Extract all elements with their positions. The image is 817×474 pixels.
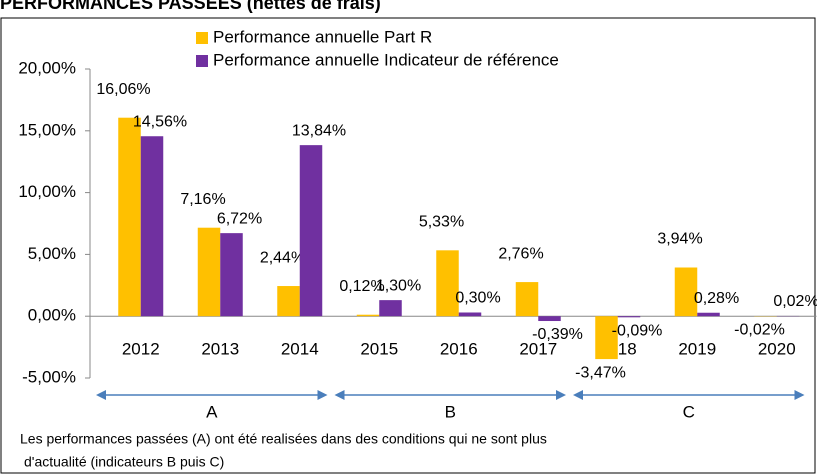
data-label: -0,09% — [612, 323, 663, 340]
footnote: d'actualité (indicateurs B puis C) — [24, 454, 224, 470]
bar — [197, 227, 221, 317]
bar — [379, 300, 402, 317]
bar — [515, 282, 539, 317]
frame — [0, 17, 816, 474]
data-label: 13,84% — [292, 122, 346, 139]
x-tick-label: 2015 — [360, 339, 398, 358]
data-label: 3,94% — [657, 231, 702, 248]
bar — [118, 117, 141, 317]
x-tick-label: 2017 — [519, 339, 557, 358]
period-label: B — [445, 402, 456, 421]
data-label: -0,02% — [734, 322, 785, 339]
data-label: 16,06% — [96, 81, 150, 98]
bar — [595, 316, 618, 360]
bar — [140, 136, 164, 317]
bar — [538, 316, 561, 322]
x-tick-label: 2013 — [201, 339, 239, 358]
bar — [277, 286, 300, 317]
data-label: 0,28% — [694, 290, 739, 307]
data-label: 7,16% — [180, 191, 225, 208]
y-tick-label: 5,00% — [28, 244, 76, 263]
data-label: 0,02% — [773, 293, 817, 310]
bar — [697, 312, 720, 317]
y-tick-label: 15,00% — [18, 120, 76, 139]
bar — [299, 145, 323, 317]
data-label: 5,33% — [419, 214, 464, 231]
bar — [356, 314, 380, 317]
legend-swatch — [196, 32, 208, 44]
x-tick-label: 2020 — [758, 339, 796, 358]
data-label: -0,39% — [532, 326, 583, 343]
data-label: 2,44% — [260, 249, 305, 266]
period-label: A — [206, 402, 218, 421]
period-label: C — [683, 402, 695, 421]
data-label: 0,12% — [339, 278, 384, 295]
data-label: 2,76% — [498, 245, 543, 262]
bar — [617, 316, 641, 318]
footnote: Les performances passées (A) ont été rea… — [20, 431, 547, 447]
data-label: 0,30% — [455, 290, 500, 307]
legend-label: Performance annuelle Part R — [213, 27, 432, 46]
x-tick-label: 2012 — [122, 339, 160, 358]
y-tick-label: -5,00% — [22, 367, 76, 386]
x-tick-label: 2014 — [281, 339, 319, 358]
legend-swatch — [196, 55, 208, 67]
y-tick-label: 20,00% — [18, 58, 76, 77]
data-label: 6,72% — [217, 210, 262, 227]
data-label: -3,47% — [575, 364, 626, 381]
bar — [220, 233, 243, 317]
y-tick-label: 0,00% — [28, 306, 76, 325]
data-label: 1,30% — [376, 277, 421, 294]
bar — [674, 267, 698, 317]
x-tick-label: 2016 — [440, 339, 478, 358]
bar — [436, 250, 459, 317]
chart-title: PERFORMANCES PASSEES (nettes de frais) — [0, 0, 381, 13]
x-tick-label: 2019 — [678, 339, 716, 358]
y-tick-label: 10,00% — [18, 182, 76, 201]
legend-label: Performance annuelle Indicateur de référ… — [213, 50, 559, 69]
data-label: 14,56% — [133, 113, 187, 130]
bar — [458, 312, 482, 317]
